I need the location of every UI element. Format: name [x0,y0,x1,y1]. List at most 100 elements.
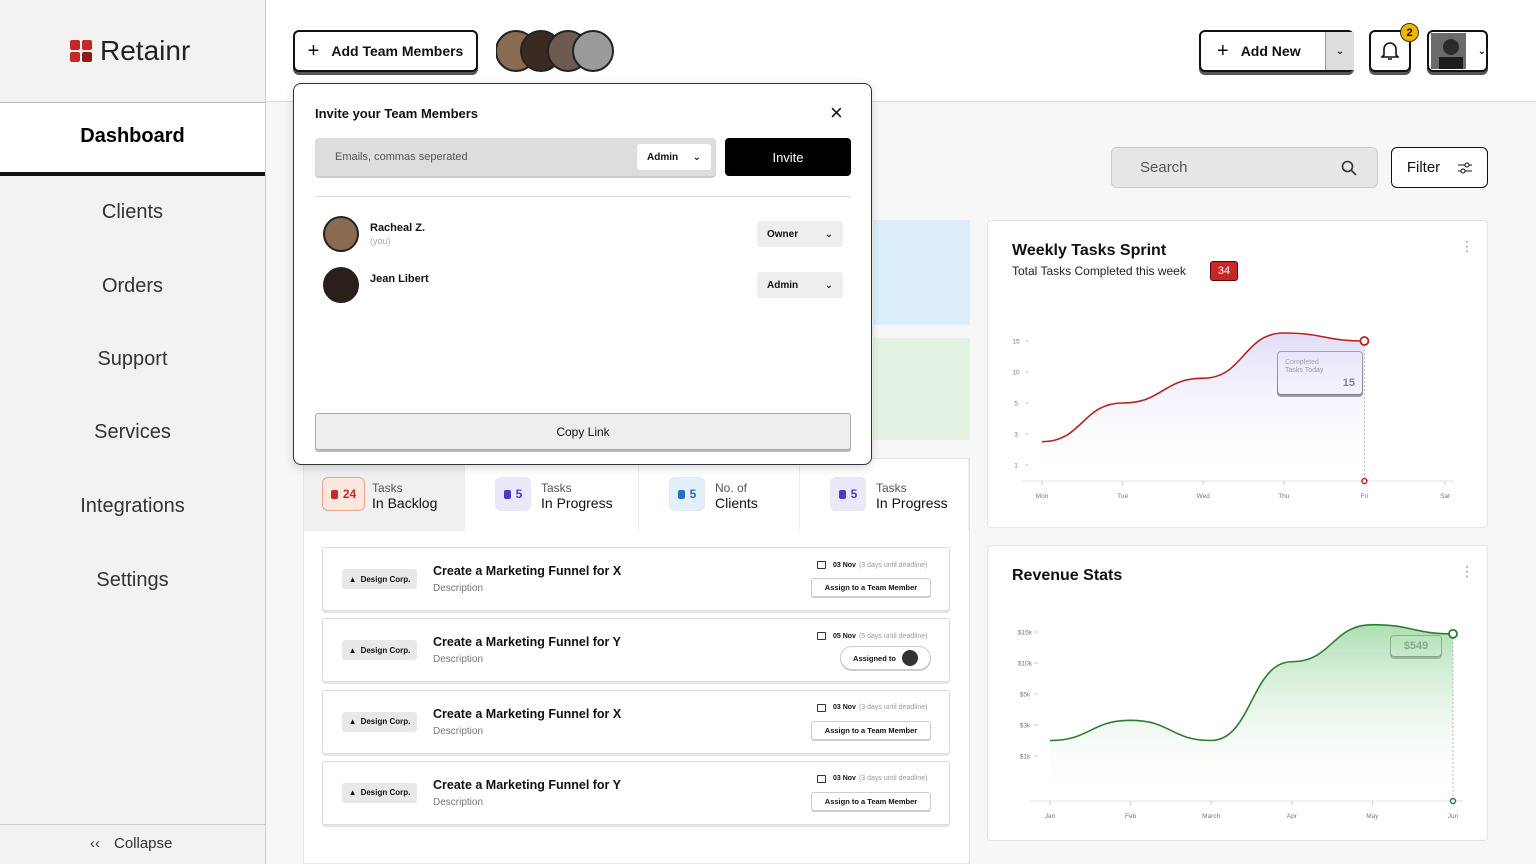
nav-item[interactable]: Clients [101,201,164,223]
date-label: 03 Nov [833,704,856,712]
search-box[interactable]: Search [1111,147,1378,188]
email-placeholder: Emails, commas seperated [335,151,468,163]
assign-button[interactable]: Assigned to [840,646,931,671]
stat-tab[interactable]: 5 Tasks In Progress [800,459,969,531]
add-new-button[interactable]: + Add New ⌄ [1199,30,1354,72]
role-label: Admin [767,279,799,291]
task-description: Description [433,583,484,594]
dropdown-toggle[interactable]: ⌄ [1325,32,1354,70]
member-role-select[interactable]: Owner ⌄ [757,221,843,247]
assign-button[interactable]: Assign to a Team Member [811,720,931,740]
task-card[interactable]: ▲ Design Corp. Create a Marketing Funnel f… [322,689,950,754]
task-date: 03 Nov (3 days until deadline) [817,703,928,712]
filter-icon [1458,162,1473,173]
tag-icon: ▲ [348,645,357,655]
stat-tab[interactable]: 5 No. of Clients [639,459,800,531]
chevron: ⌄ [824,279,833,291]
stat-label: Tasks [372,481,403,495]
nav-item[interactable]: Services [94,421,171,443]
profile-button[interactable]: ⌄ [1427,30,1488,72]
filter-button[interactable]: Filter [1391,147,1488,188]
menu-icon[interactable]: ⋮ [1460,238,1474,254]
chart-title: Weekly Tasks Sprint [1012,242,1167,259]
tooltip: Completed Tasks Today 15 [1277,351,1363,395]
stat-tab[interactable]: 5 Tasks In Progress [465,459,639,531]
stat-label: No. of [715,481,748,495]
task-tag: ▲ Design Corp. [342,782,417,803]
tooltip-label: Completed Tasks Today [1285,359,1324,374]
deadline-label: (3 days until deadline) [858,775,928,783]
date-label: 03 Nov [833,561,856,569]
stat-sublabel: Clients [715,495,758,511]
task-title: Create a Marketing Funnel for X [433,564,622,578]
tag-label: Design Corp. [360,717,411,727]
nav-item[interactable]: Settings [96,569,169,591]
member-role-select[interactable]: Admin ⌄ [757,272,843,298]
role-select[interactable]: Admin ⌄ [637,144,711,170]
task-description: Description [433,654,484,666]
bell-icon [1381,42,1399,60]
menu-icon[interactable]: ⋮ [1460,563,1474,579]
nav-item[interactable]: Support [97,348,168,370]
role-label: Owner [767,228,799,240]
assign-label: Assign to a Team Member [824,583,918,592]
panel-blue [873,220,970,325]
task-title: Create a Marketing Funnel for X [433,706,622,721]
member-note: (you) [370,236,391,246]
collapse-icon: ‹‹ [90,835,100,852]
filter-label: Filter [1406,159,1441,176]
team-avatars [496,30,614,72]
nav-item[interactable]: Dashboard [80,125,185,147]
stat-count: 24 [342,487,357,501]
nav-item[interactable]: Orders [101,275,164,297]
assign-button[interactable]: Assign to a Team Member [811,578,931,597]
member-avatar [323,267,359,303]
search-placeholder: Search [1140,159,1188,176]
task-description: Description [433,725,484,737]
tag-icon: ▲ [348,574,357,584]
task-title: Create a Marketing Funnel for Y [433,635,622,650]
chevron: ⌄ [824,228,833,240]
dropdown-icon: ⌄ [1477,45,1486,57]
stat-icon: 5 [669,477,705,511]
notification-badge: 2 [1400,23,1419,42]
deadline-label: (3 days until deadline) [858,704,928,712]
task-description: Description [433,796,484,808]
add-new-label: Add New [1240,43,1301,59]
assign-button[interactable]: Assign to a Team Member [811,791,931,811]
modal-title: Invite your Team Members [315,106,479,121]
divider [315,196,851,197]
stat-sublabel: In Progress [876,495,948,511]
stat-label: Tasks [541,481,572,495]
stat-sublabel: In Backlog [372,495,438,511]
task-card[interactable]: ▲ Design Corp. Create a Marketing Funnel f… [322,618,950,683]
assign-label: Assigned to [853,653,896,663]
stat-tab[interactable]: 24 Tasks In Backlog [304,459,465,531]
task-card[interactable]: ▲ Design Corp. Create a Marketing Funnel f… [322,760,950,825]
stat-glyph [330,489,338,499]
deadline-label: (5 days until deadline) [858,632,928,640]
task-date: 03 Nov (3 days until deadline) [817,774,928,783]
stat-glyph [503,489,511,499]
email-input[interactable]: Emails, commas seperated Admin ⌄ [315,138,716,176]
member-avatar [323,216,359,252]
stat-count: 5 [515,487,523,501]
assignee-avatar [901,650,918,667]
nav-item[interactable]: Integrations [80,495,185,517]
task-card[interactable]: ▲ Design Corp. Create a Marketing Funnel f… [322,547,950,611]
chart-title: Revenue Stats [1012,567,1123,584]
total-badge: 34 [1210,261,1238,281]
stat-label: Tasks [876,481,907,495]
close-button[interactable]: × [830,100,843,125]
panel-green [873,338,970,440]
copy-link-button[interactable]: Copy Link [315,413,851,450]
calendar-icon [817,632,826,641]
task-tag: ▲ Design Corp. [342,569,417,589]
deadline-label: (3 days until deadline) [858,561,928,569]
collapse-button[interactable]: ‹‹ Collapse [90,835,172,852]
brand: Retainr [100,35,191,66]
invite-button[interactable]: Invite [725,138,851,176]
logo-icon [70,40,92,62]
add-team-button[interactable]: + Add Team Members [293,30,478,72]
chart-subtitle: Total Tasks Completed this week [1012,264,1186,278]
